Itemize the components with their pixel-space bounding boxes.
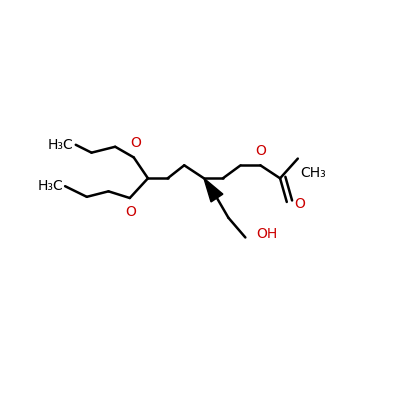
- Text: OH: OH: [256, 227, 278, 241]
- Text: O: O: [130, 136, 141, 150]
- Text: O: O: [125, 205, 136, 219]
- Text: O: O: [294, 197, 305, 211]
- Text: CH₃: CH₃: [300, 166, 326, 180]
- Text: H₃C: H₃C: [37, 179, 63, 193]
- Polygon shape: [204, 178, 223, 202]
- Text: H₃C: H₃C: [48, 138, 74, 152]
- Text: O: O: [256, 144, 266, 158]
